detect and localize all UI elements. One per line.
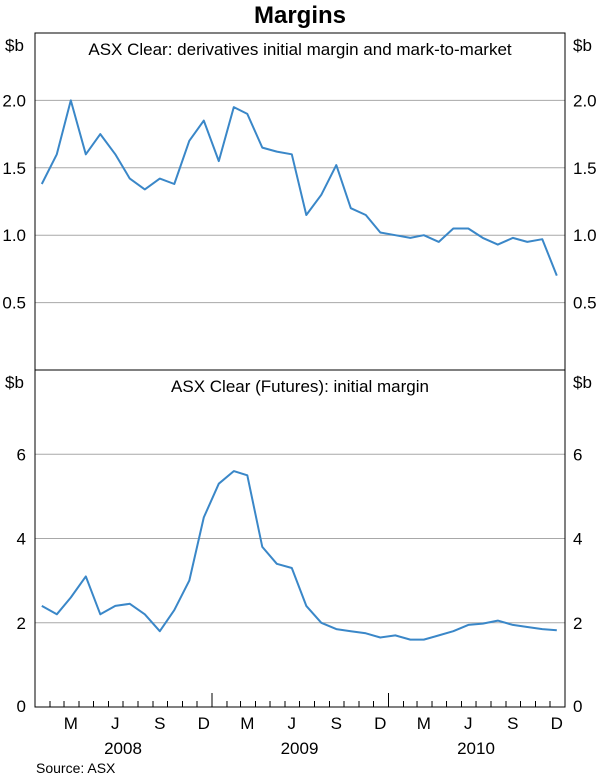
panel-title: ASX Clear: derivatives initial margin an…: [88, 40, 512, 59]
series-line: [41, 470, 557, 641]
y-tick-label-right: 2.0: [573, 91, 597, 110]
panel-title: ASX Clear (Futures): initial margin: [171, 377, 429, 396]
y-tick-label-right: 2: [573, 614, 582, 633]
x-month-label: M: [417, 714, 431, 733]
frame-layer: [34, 32, 566, 708]
unit-label-right: $b: [573, 36, 592, 55]
unit-label-left: $b: [5, 373, 24, 392]
y-tick-label-left: 2.0: [2, 91, 26, 110]
series-line: [40, 99, 558, 276]
x-month-label: J: [111, 714, 120, 733]
x-month-label: S: [331, 714, 342, 733]
y-tick-label-right: 6: [573, 445, 582, 464]
x-month-label: D: [198, 714, 210, 733]
x-month-label: J: [288, 714, 297, 733]
y-tick-label-left: 0.5: [2, 294, 26, 313]
x-month-label: S: [507, 714, 518, 733]
chart-title: Margins: [253, 2, 346, 29]
y-tick-label-right: 0.5: [573, 294, 597, 313]
x-month-label: J: [464, 714, 473, 733]
x-month-label: S: [154, 714, 165, 733]
y-tick-label-left: 0: [17, 697, 26, 716]
series-layer: [40, 99, 558, 641]
y-tick-label-right: 1.5: [573, 159, 597, 178]
y-tick-label-right: 1.0: [573, 226, 597, 245]
x-year-label: 2008: [104, 739, 142, 758]
source-note: Source: ASX: [36, 760, 116, 776]
y-tick-label-left: 6: [17, 445, 26, 464]
y-tick-label-right: 4: [573, 530, 582, 549]
y-tick-label-left: 1.0: [2, 226, 26, 245]
y-tick-label-left: 1.5: [2, 159, 26, 178]
x-year-label: 2009: [281, 739, 319, 758]
x-month-label: D: [551, 714, 563, 733]
unit-label-left: $b: [5, 36, 24, 55]
unit-label-right: $b: [573, 373, 592, 392]
x-month-label: M: [240, 714, 254, 733]
y-tick-label-left: 2: [17, 614, 26, 633]
x-year-label: 2010: [457, 739, 495, 758]
x-month-label: M: [64, 714, 78, 733]
y-tick-label-right: 0: [573, 697, 582, 716]
x-month-label: D: [374, 714, 386, 733]
text-layer: 0.5 0.5 1.0 1.0 1.5 1.5 2.0 2.0 $b $b ASX Clear: d…: [2, 36, 596, 758]
y-tick-label-left: 4: [17, 530, 26, 549]
grid-layer: [35, 99, 565, 624]
